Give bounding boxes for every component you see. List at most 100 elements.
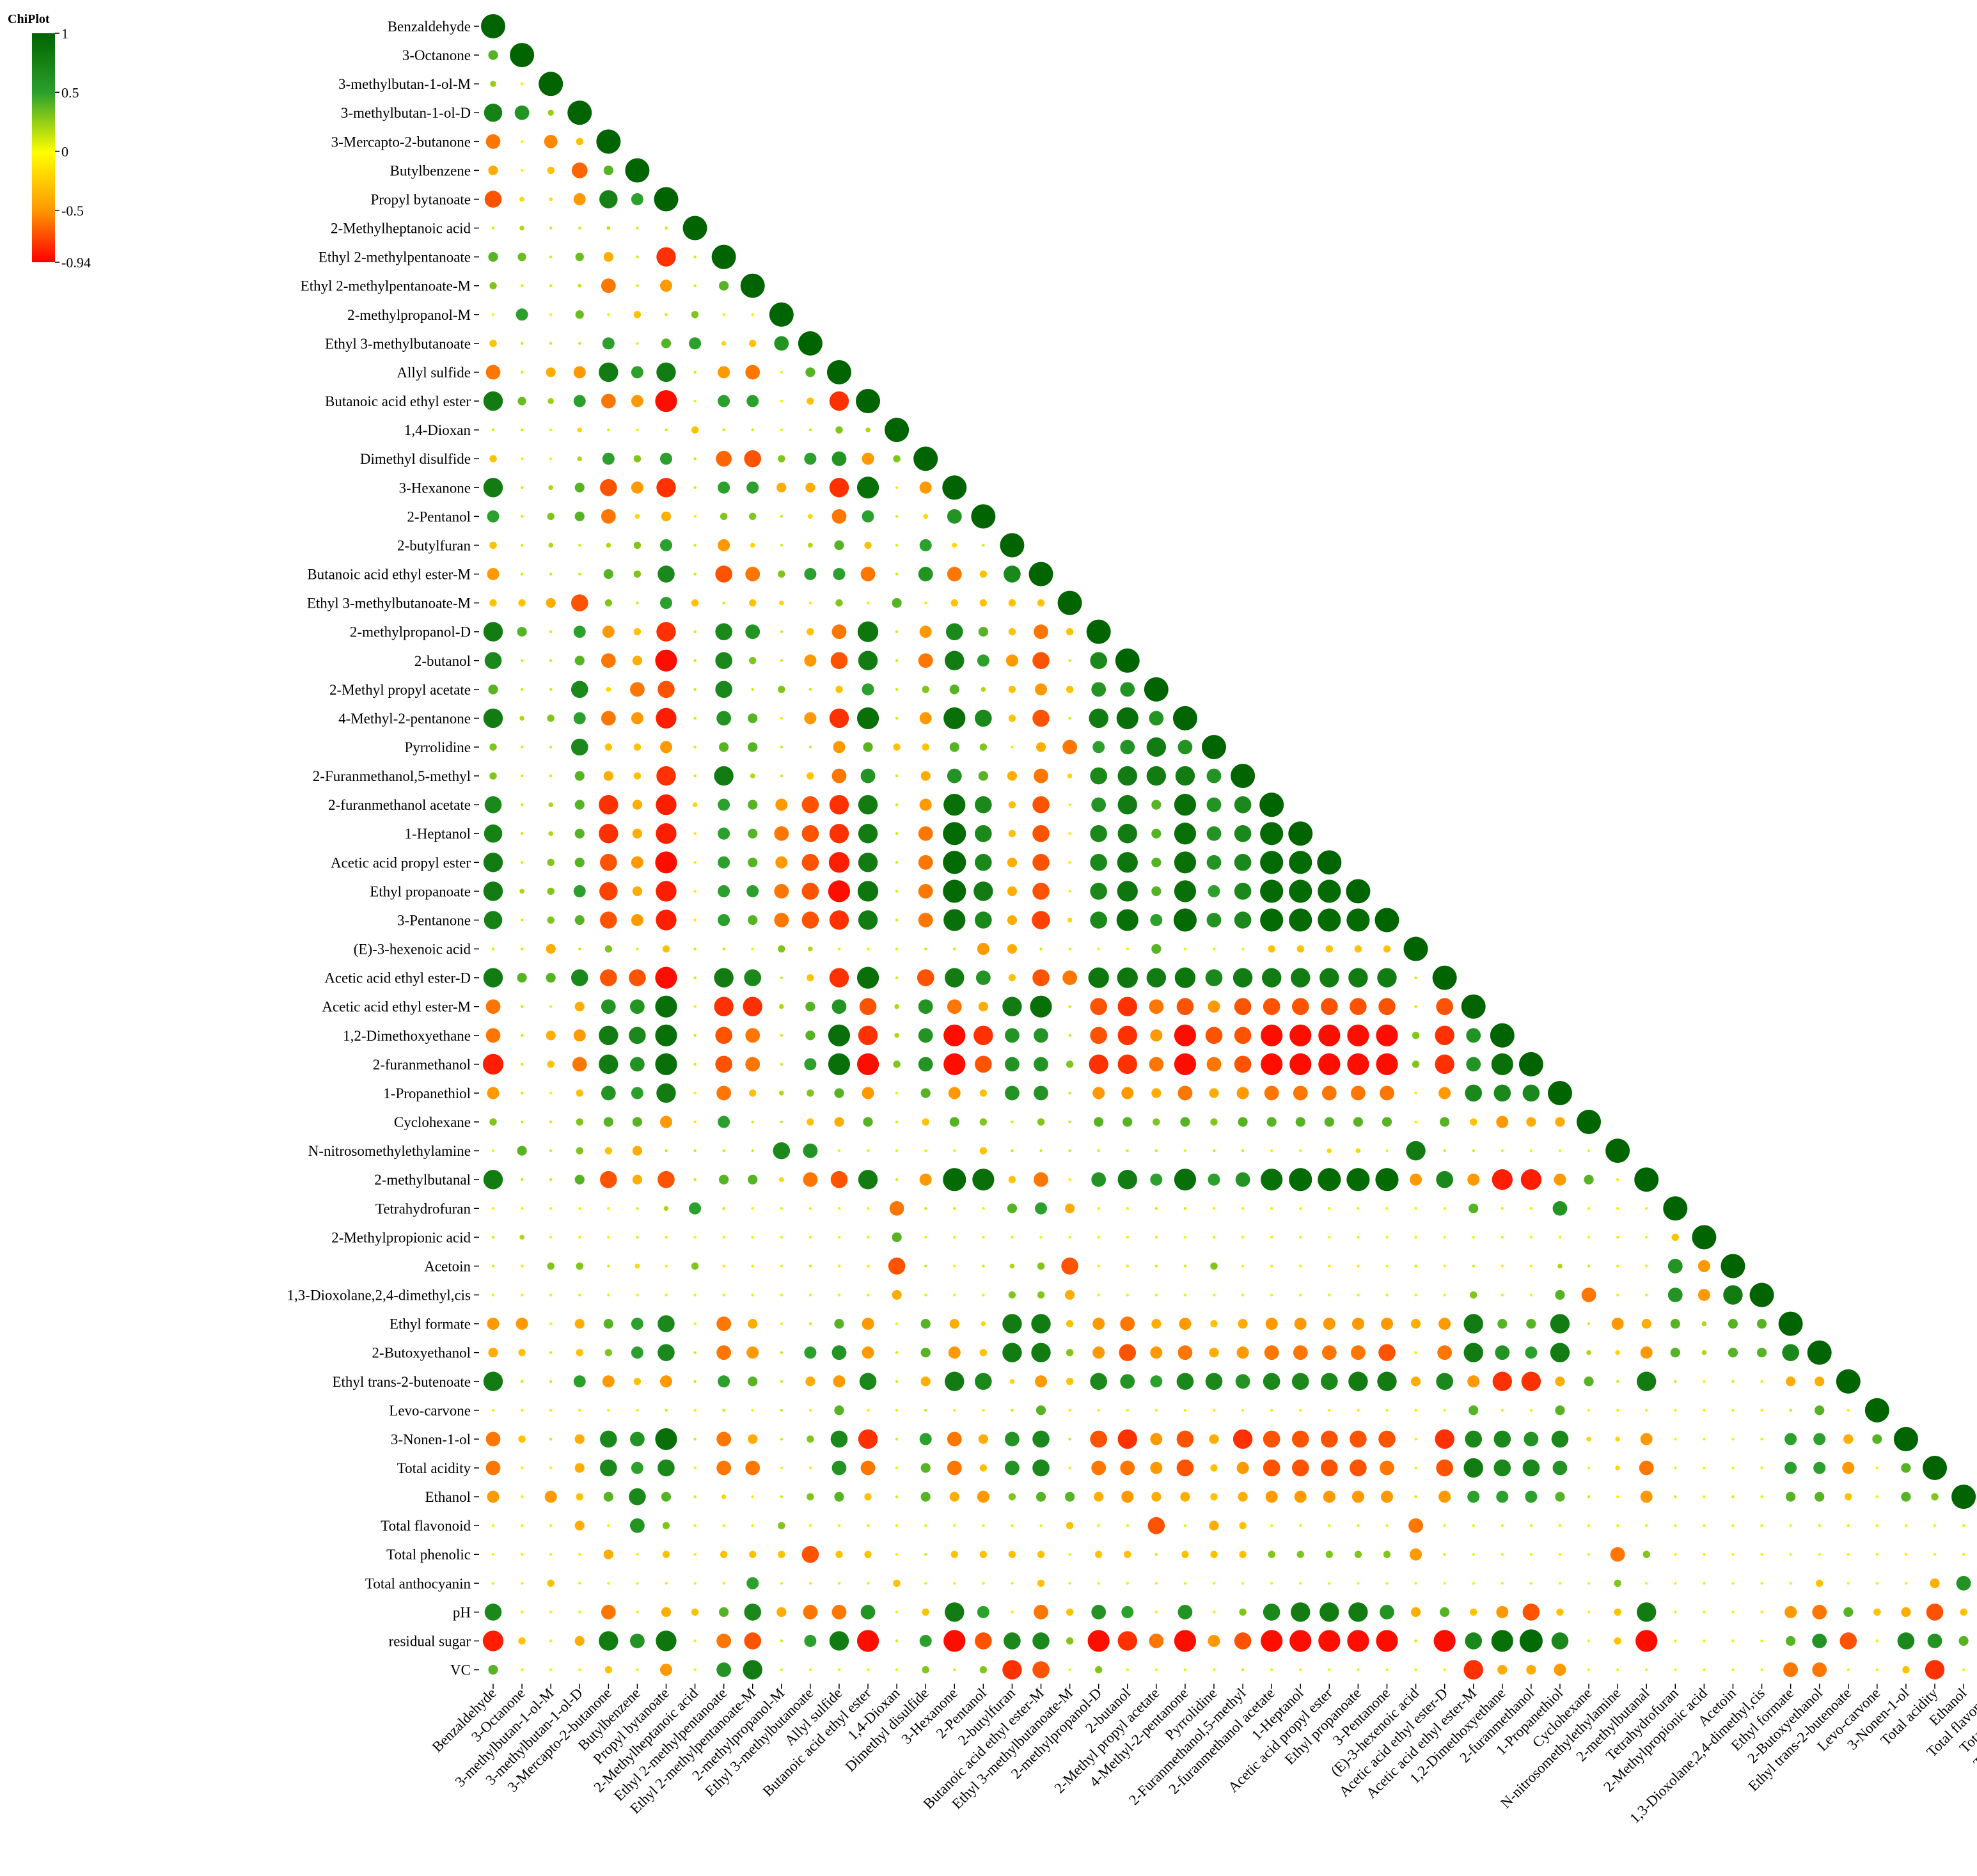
correlation-dot <box>1206 826 1222 841</box>
correlation-dot <box>858 853 878 872</box>
correlation-dot <box>1234 911 1252 929</box>
correlation-dot <box>1005 1028 1020 1043</box>
correlation-dot <box>895 544 899 547</box>
correlation-dot <box>1263 1604 1280 1621</box>
correlation-dot <box>835 426 843 434</box>
correlation-dot <box>829 910 849 930</box>
correlation-dot <box>866 601 870 604</box>
correlation-dot <box>636 1668 639 1671</box>
correlation-dot <box>1032 1661 1050 1678</box>
correlation-dot <box>1414 1265 1417 1268</box>
correlation-dot <box>918 653 933 668</box>
correlation-dot <box>1176 1459 1194 1477</box>
correlation-dot <box>722 428 725 432</box>
correlation-dot <box>858 910 878 930</box>
correlation-dot <box>1317 850 1342 875</box>
correlation-dot <box>691 1608 699 1616</box>
correlation-dot <box>1261 1169 1283 1191</box>
correlation-dot <box>1005 654 1018 667</box>
correlation-dot <box>780 399 784 403</box>
correlation-dot <box>919 1433 932 1446</box>
correlation-dot <box>1348 1602 1368 1622</box>
correlation-dot <box>1731 1668 1735 1671</box>
correlation-dot <box>1616 1495 1619 1499</box>
correlation-dot <box>1463 1660 1483 1680</box>
correlation-dot <box>631 856 643 869</box>
correlation-dot <box>547 1579 555 1588</box>
correlation-dot <box>519 225 524 231</box>
correlation-dot <box>924 1524 927 1527</box>
correlation-dot <box>1234 824 1252 842</box>
correlation-dot <box>1760 1668 1763 1671</box>
correlation-dot <box>1181 1550 1189 1558</box>
correlation-dots <box>481 14 1976 1680</box>
correlation-dot <box>1701 1321 1707 1327</box>
correlation-dot <box>748 742 758 752</box>
correlation-dot <box>549 342 553 345</box>
correlation-dot <box>549 197 553 201</box>
correlation-dot <box>662 1550 670 1558</box>
correlation-dot <box>977 1490 989 1503</box>
correlation-dot <box>1233 1429 1253 1449</box>
correlation-dot <box>858 1025 878 1046</box>
correlation-dot <box>751 1149 754 1153</box>
correlation-dot <box>1117 794 1137 815</box>
correlation-dot <box>1238 1492 1248 1502</box>
correlation-dot <box>808 688 812 691</box>
correlation-dot <box>1296 945 1304 953</box>
correlation-dot <box>574 857 585 867</box>
correlation-dot <box>1958 1636 1969 1646</box>
correlation-dot <box>520 688 524 691</box>
correlation-dot <box>596 129 621 154</box>
correlation-dot <box>488 252 498 262</box>
correlation-dot <box>1951 1485 1976 1509</box>
correlation-dot <box>629 1488 646 1506</box>
correlation-dot <box>692 802 698 807</box>
correlation-dot <box>895 716 899 720</box>
correlation-dot <box>607 1207 610 1210</box>
correlation-dot <box>895 1495 899 1499</box>
correlation-dot <box>1376 1630 1398 1652</box>
correlation-dot <box>549 1437 553 1441</box>
correlation-dot <box>919 539 932 551</box>
correlation-dot <box>1472 1553 1475 1556</box>
y-axis-label: Dimethyl disulfide <box>360 451 471 467</box>
correlation-dot <box>1703 1582 1706 1585</box>
correlation-dot <box>859 1373 877 1391</box>
correlation-dot <box>1639 1460 1654 1476</box>
correlation-dot <box>1328 1236 1331 1239</box>
correlation-dot <box>1234 1632 1252 1650</box>
correlation-dot <box>607 1524 610 1527</box>
correlation-dot <box>1007 857 1018 867</box>
correlation-dot <box>1760 1524 1763 1527</box>
correlation-dot <box>1634 1167 1659 1192</box>
correlation-dot <box>718 395 730 407</box>
correlation-dot <box>547 1060 555 1068</box>
correlation-dot <box>803 1172 818 1187</box>
correlation-dot <box>919 1634 932 1647</box>
correlation-dot <box>1731 1495 1735 1499</box>
correlation-dot <box>751 1524 754 1527</box>
y-axis-label: Acetic acid ethyl ester-D <box>324 970 471 986</box>
correlation-dot <box>826 359 851 384</box>
correlation-dot <box>1414 1668 1417 1671</box>
correlation-dot <box>1008 714 1016 722</box>
correlation-dot <box>520 1495 524 1499</box>
correlation-dot <box>746 1346 759 1359</box>
correlation-dot <box>715 565 732 583</box>
correlation-dot <box>1172 705 1197 730</box>
correlation-dot <box>953 947 956 950</box>
correlation-dot <box>549 457 553 461</box>
correlation-dot <box>1116 909 1138 931</box>
correlation-dot <box>975 1373 992 1391</box>
correlation-dot <box>1068 947 1071 950</box>
correlation-dot <box>1443 1207 1446 1210</box>
correlation-dot <box>1731 1553 1735 1556</box>
correlation-dot <box>1703 1380 1706 1383</box>
correlation-dot <box>743 997 762 1016</box>
correlation-dot <box>658 1315 675 1332</box>
correlation-dot <box>745 365 760 380</box>
correlation-dot <box>1288 821 1313 846</box>
y-axis-label: Ethyl 3-methylbutanoate <box>325 336 471 352</box>
correlation-dot <box>1901 1492 1911 1502</box>
